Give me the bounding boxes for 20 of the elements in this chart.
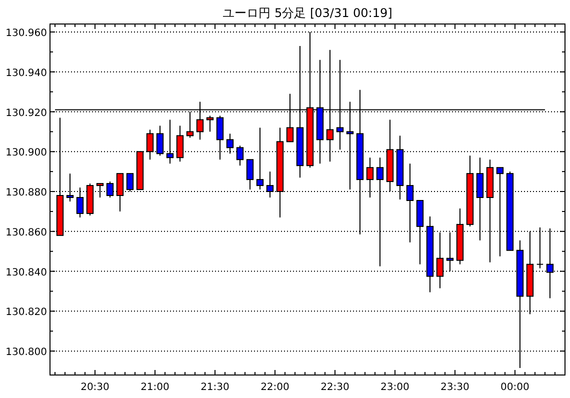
y-tick-label: 130.940 (6, 68, 47, 79)
x-tick-label: 22:00 (260, 382, 290, 393)
candlestick (206, 115, 214, 132)
y-tick-label: 130.840 (6, 267, 47, 278)
x-tick-label: 23:00 (380, 382, 410, 393)
x-tick-label: 22:30 (320, 382, 350, 393)
x-tick-label: 21:30 (200, 382, 230, 393)
candlestick (246, 159, 254, 190)
y-tick-label: 130.880 (6, 188, 47, 199)
y-tick-label: 130.800 (6, 347, 47, 358)
x-tick-label: 00:00 (500, 382, 530, 393)
chart-title: ユーロ円 5分足 [03/31 00:19] (222, 6, 392, 20)
x-tick-label: 21:00 (140, 382, 170, 393)
y-tick-label: 130.960 (6, 28, 47, 39)
x-tick-label: 23:30 (440, 382, 470, 393)
y-tick-label: 130.860 (6, 227, 47, 238)
x-tick-label: 20:30 (80, 382, 110, 393)
y-tick-label: 130.820 (6, 307, 47, 318)
y-tick-label: 130.920 (6, 108, 47, 119)
y-tick-label: 130.900 (6, 148, 47, 159)
